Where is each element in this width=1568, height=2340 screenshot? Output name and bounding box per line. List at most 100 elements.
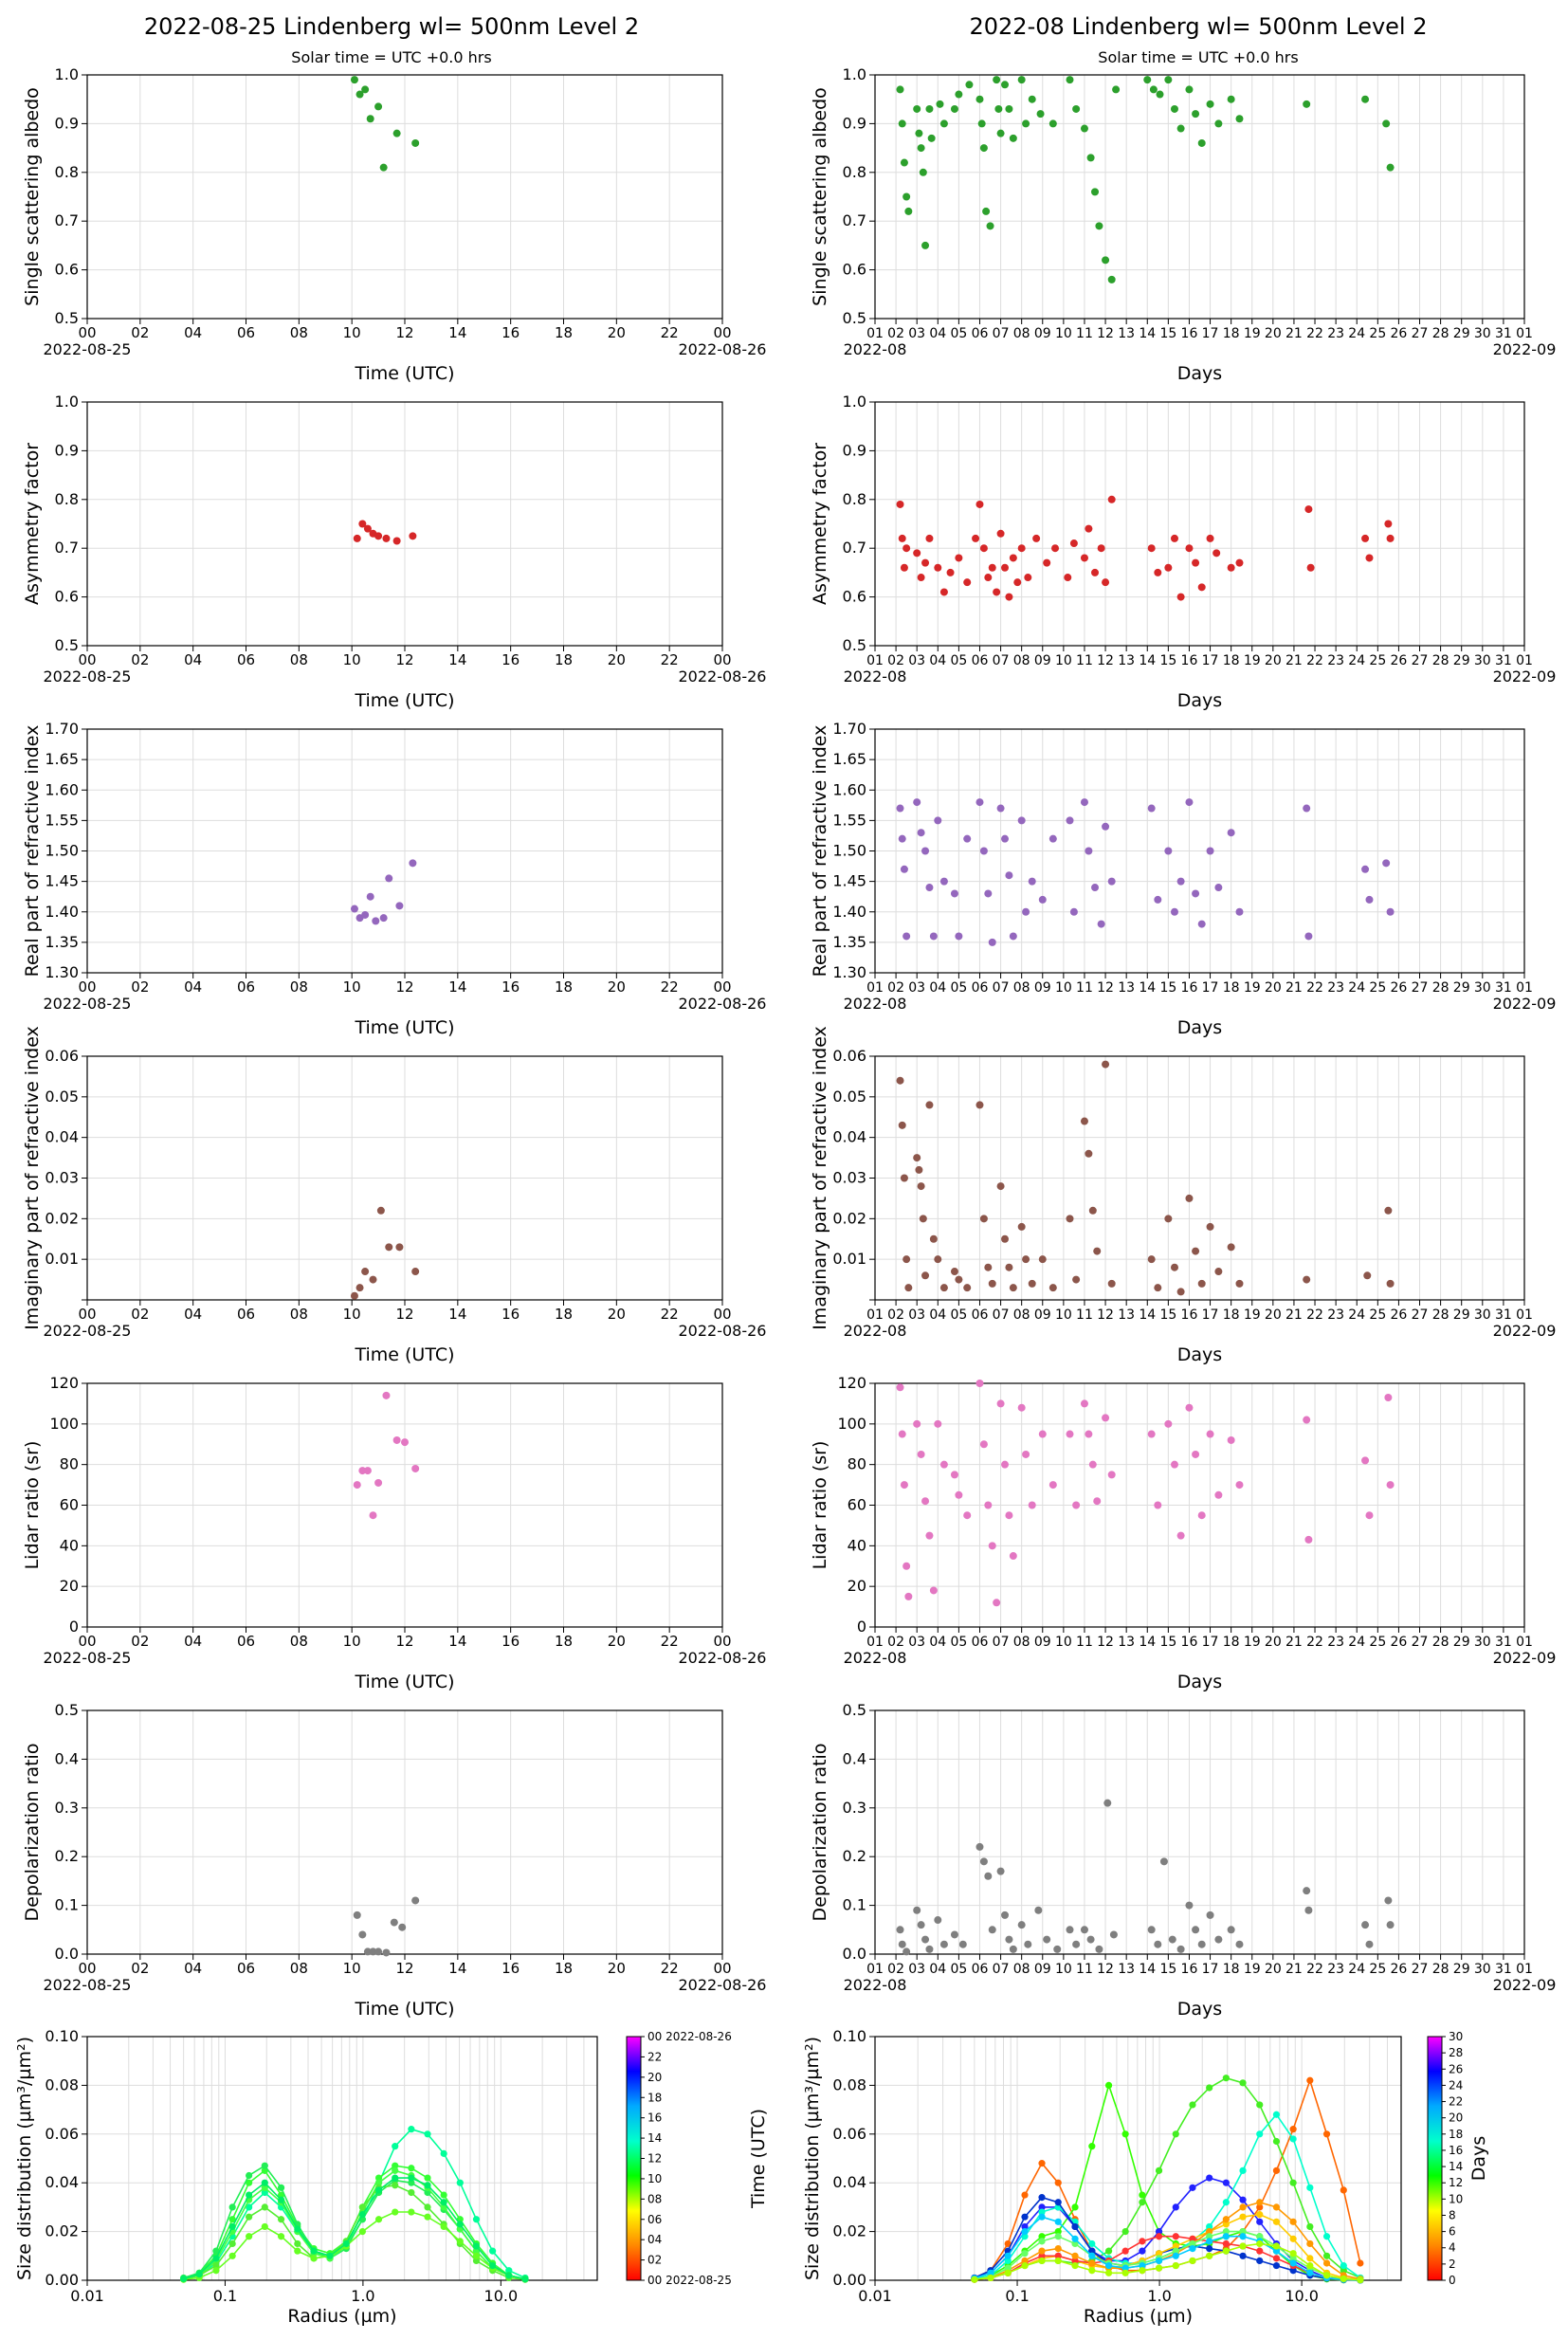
data-point: [1088, 2267, 1096, 2275]
x-tick-label: 00: [713, 978, 731, 996]
data-point: [1164, 76, 1173, 84]
x-tick-label: 02: [131, 1960, 149, 1977]
data-point: [896, 500, 904, 508]
x-tick-label: 12: [1097, 1962, 1114, 1977]
x-tick-label: 09: [1034, 980, 1051, 996]
data-point: [1172, 2130, 1179, 2138]
left-figure-title: 2022-08-25 Lindenberg wl= 500nm Level 2: [144, 13, 639, 40]
x-tick-label: 19: [1244, 1635, 1261, 1650]
x-tick-label: 19: [1244, 980, 1261, 996]
x-tick-label: 21: [1285, 326, 1303, 341]
data-point: [1028, 95, 1036, 103]
chart-l7: 0.00 0.02 0.04 0.06 0.08 0.10 0.01 0.1 1.0 10.0 Ra…: [14, 2027, 769, 2327]
data-point: [1189, 2257, 1196, 2265]
y-tick-label: 0.9: [55, 441, 79, 459]
data-point: [361, 85, 370, 94]
data-point: [424, 2174, 431, 2182]
data-point: [921, 241, 930, 249]
y-tick-label: 0.5: [843, 1701, 866, 1719]
x-tick-label: 08: [290, 651, 308, 668]
y-tick-label: 1.55: [45, 811, 79, 829]
y-tick-label: 0.2: [55, 1847, 79, 1865]
data-point: [1048, 119, 1057, 128]
data-point: [1104, 2261, 1113, 2270]
data-point: [424, 2130, 431, 2138]
chart-r5: 01 02 03 04 05 06 07 08 09 10 11 12 13 14 15 16 17 18 19 20…: [810, 1374, 1556, 1692]
data-point: [1004, 2239, 1012, 2248]
data-point: [996, 1399, 1005, 1408]
x-tick-label: 04: [184, 651, 202, 668]
data-point: [996, 1182, 1005, 1191]
data-point: [1206, 2222, 1213, 2231]
data-point: [353, 534, 361, 542]
x-tick-label: 00: [78, 1633, 96, 1650]
x-tick-label: 06: [237, 324, 255, 341]
data-point: [1028, 877, 1036, 886]
data-point: [971, 2276, 978, 2283]
data-point: [1172, 2247, 1179, 2255]
x-tick-label: 28: [1432, 1635, 1449, 1650]
data-point: [401, 1438, 409, 1447]
x-tick-label: 28: [1432, 980, 1449, 996]
data-point: [1214, 884, 1223, 892]
data-point: [1038, 2194, 1046, 2202]
data-point: [1005, 104, 1013, 113]
x-tick-label: 25: [1369, 653, 1386, 668]
data-point: [379, 914, 388, 923]
data-point: [440, 2149, 447, 2157]
data-point: [1038, 2252, 1046, 2259]
y-tick-label: 0.04: [45, 2173, 79, 2191]
data-point: [1095, 1945, 1103, 1953]
data-point: [1097, 544, 1105, 553]
data-point: [1227, 1926, 1235, 1934]
y-tick-label: 0.04: [832, 2173, 866, 2191]
data-point: [310, 2255, 318, 2262]
data-point: [1206, 2228, 1213, 2236]
x-tick-label: 24: [1348, 1307, 1365, 1323]
data-point: [361, 910, 370, 919]
y-axis-label: Lidar ratio (sr): [22, 1441, 43, 1570]
y-tick-label: 100: [837, 1415, 866, 1433]
x-tick-label: 12: [1097, 1307, 1114, 1323]
data-point: [1022, 1255, 1030, 1264]
x-tick-label: 14: [448, 1306, 466, 1323]
data-point: [1172, 2242, 1179, 2250]
x-tick-label: 20: [608, 1633, 626, 1650]
data-point: [1289, 2126, 1297, 2133]
data-point: [392, 2174, 399, 2182]
data-point: [1085, 1430, 1093, 1438]
data-point: [1256, 2211, 1264, 2219]
data-point: [1066, 1215, 1074, 1223]
x-tick-label: 02: [887, 980, 904, 996]
data-point: [1289, 2135, 1297, 2143]
y-tick-label: 80: [848, 1455, 866, 1473]
data-point: [1004, 2257, 1012, 2265]
data-point: [376, 1206, 385, 1215]
data-point: [456, 2238, 464, 2245]
x-date-label: 2022-08: [844, 667, 907, 686]
x-tick-label: 09: [1034, 653, 1051, 668]
data-point: [1017, 1222, 1026, 1231]
data-point: [1121, 2130, 1129, 2138]
y-tick-label: 1.60: [45, 780, 79, 798]
y-axis-label: Size distribution (µm³/µm²): [802, 2037, 823, 2280]
x-tick-label: 06: [972, 1635, 989, 1650]
data-point: [342, 2239, 350, 2248]
data-point: [1214, 1935, 1223, 1944]
data-point: [1222, 2075, 1230, 2082]
data-point: [1085, 1149, 1093, 1158]
data-point: [1206, 2233, 1213, 2240]
y-tick-label: 0.8: [55, 163, 79, 181]
data-point: [1386, 163, 1395, 172]
data-point: [1303, 1275, 1311, 1284]
y-tick-label: 1.30: [45, 963, 79, 981]
x-tick-label: 11: [1076, 1307, 1093, 1323]
x-tick-label: 17: [1202, 653, 1219, 668]
y-axis-label: Depolarization ratio: [22, 1744, 43, 1922]
data-point: [1306, 563, 1315, 572]
y-tick-label: 40: [848, 1536, 866, 1554]
data-point: [409, 859, 417, 868]
data-point: [975, 1101, 984, 1109]
x-tick-label: 29: [1453, 980, 1470, 996]
